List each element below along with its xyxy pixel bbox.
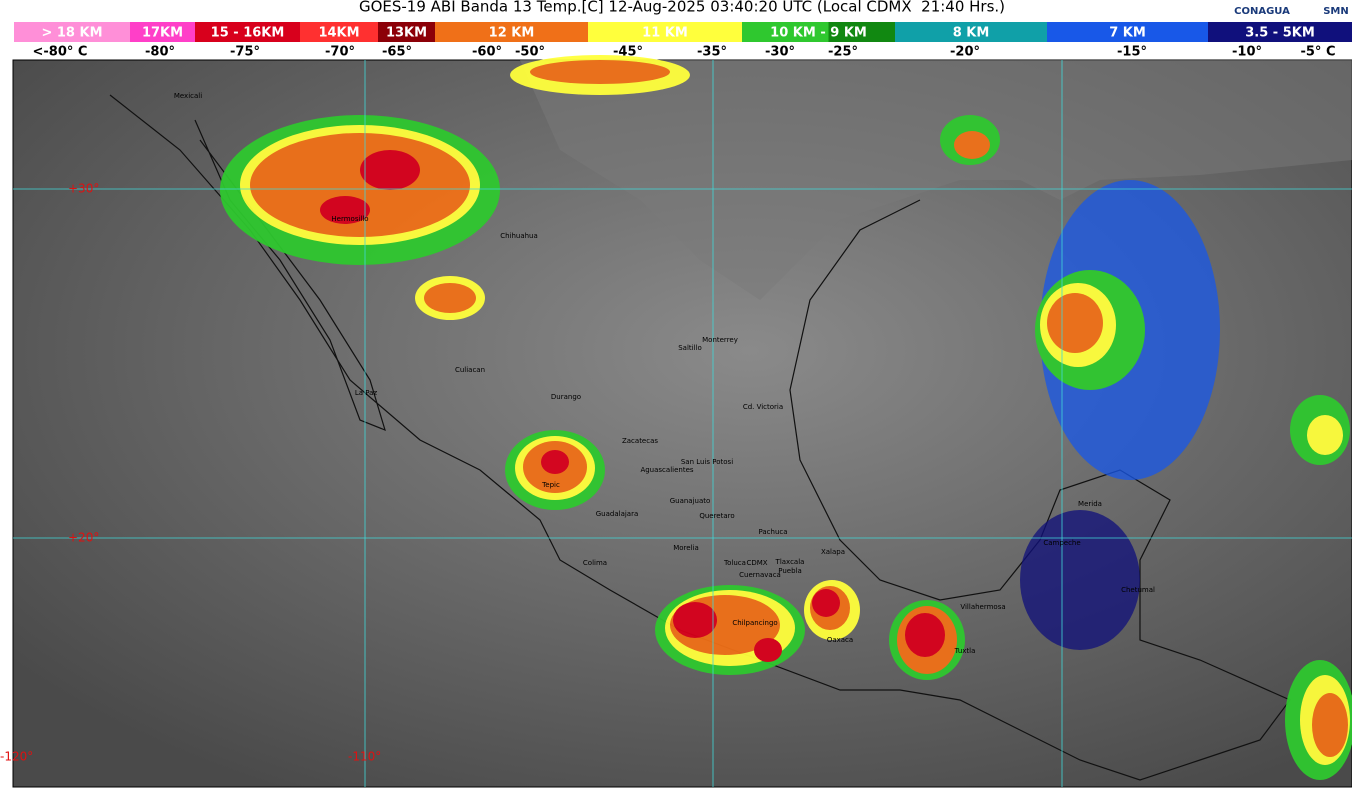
city-label: Toluca [723, 559, 746, 567]
city-label: Campeche [1043, 539, 1080, 547]
logo: SMN [1323, 6, 1349, 17]
city-label: Hermosillo [331, 215, 368, 223]
city-label: Chetumal [1121, 586, 1155, 594]
legend-label: 11 KM [642, 26, 688, 41]
legend: > 18 KM 17KM 15 - 16KM 14KM 13KM 12 KM 11 KM 10… [14, 22, 1352, 60]
legend-band [300, 22, 378, 42]
legend-label: > 18 KM [41, 26, 102, 41]
temperature-label: -10° [1232, 45, 1262, 60]
longitude-label: -120° [0, 750, 33, 764]
city-label: Zacatecas [622, 437, 658, 445]
temperature-label: -70° [325, 45, 355, 60]
legend-label: 14KM [318, 26, 359, 41]
city-label: Merida [1078, 500, 1102, 508]
city-label: Villahermosa [960, 603, 1005, 611]
city-label: Tepic [541, 481, 560, 489]
legend-label: 7 KM [1109, 26, 1146, 41]
temperature-label: -80° [145, 45, 175, 60]
city-label: Puebla [778, 567, 802, 575]
temperature-label: -20° [950, 45, 980, 60]
legend-band [14, 22, 130, 42]
cities: Mexicali Hermosillo Chihuahua MonterreySalt… [174, 92, 1155, 655]
temperature-label: -50° [515, 45, 545, 60]
temperature-label: <-80° C [33, 45, 88, 60]
city-label: Cuernavaca [739, 571, 781, 579]
city-label: Tlaxcala [775, 558, 805, 566]
legend-band [435, 22, 588, 42]
legend-label: 8 KM [953, 26, 990, 41]
city-label: Colima [583, 559, 607, 567]
temperature-label: -5° C [1300, 45, 1335, 60]
legend-label: 13KM [386, 26, 427, 41]
city-label: Pachuca [758, 528, 787, 536]
coastline [109, 94, 1291, 781]
legend-band [588, 22, 742, 42]
city-label: Saltillo [678, 344, 702, 352]
cloud-tops [220, 55, 1352, 780]
legend-label: 12 KM [489, 26, 535, 41]
city-label: Queretaro [699, 512, 734, 520]
longitude-label: -110° [348, 750, 381, 764]
temperature-label: -60° [472, 45, 502, 60]
city-label: Xalapa [821, 548, 845, 556]
legend-band [828, 22, 895, 42]
legend-band [195, 22, 300, 42]
legend-band [378, 22, 435, 42]
legend-band [130, 22, 195, 42]
latitude-label: +20° [68, 531, 99, 545]
city-label: Chihuahua [500, 232, 538, 240]
latitude-label: +30° [68, 182, 99, 196]
temperature-label: -65° [382, 45, 412, 60]
city-label: Monterrey [702, 336, 738, 344]
land [520, 60, 1352, 300]
map: +30° +20° -120° -110° Mexicali Hermosillo… [0, 55, 1352, 788]
city-label: Culiacan [455, 366, 485, 374]
temperature-label: -30° [765, 45, 795, 60]
legend-label: 3.5 - 5KM [1245, 26, 1315, 41]
city-label: Mexicali [174, 92, 202, 100]
city-label: Durango [551, 393, 581, 401]
legend-band [895, 22, 1047, 42]
temperature-label: -35° [697, 45, 727, 60]
temperature-label: -25° [828, 45, 858, 60]
temperature-label: -15° [1117, 45, 1147, 60]
legend-label: 15 - 16KM [211, 26, 285, 41]
logo: CONAGUA [1234, 6, 1290, 17]
city-label: Guadalajara [596, 510, 639, 518]
city-label: San Luis Potosi [681, 458, 733, 466]
city-label: Tuxtla [954, 647, 976, 655]
city-label: Oaxaca [827, 636, 853, 644]
legend-label: 10 KM - 9 KM [770, 26, 867, 41]
legend-label: 17KM [142, 26, 183, 41]
city-label: La Paz [355, 389, 378, 397]
city-label: CDMX [746, 559, 767, 567]
city-label: Guanajuato [670, 497, 711, 505]
graticule [13, 60, 1352, 787]
city-label: Chilpancingo [732, 619, 777, 627]
temperature-label: -75° [230, 45, 260, 60]
title: GOES-19 ABI Banda 13 Temp.[C] 12-Aug-202… [359, 0, 1005, 16]
city-label: Cd. Victoria [743, 403, 783, 411]
city-label: Aguascalientes [640, 466, 693, 474]
legend-band [1047, 22, 1208, 42]
city-label: Morelia [673, 544, 699, 552]
legend-band [1208, 22, 1352, 42]
